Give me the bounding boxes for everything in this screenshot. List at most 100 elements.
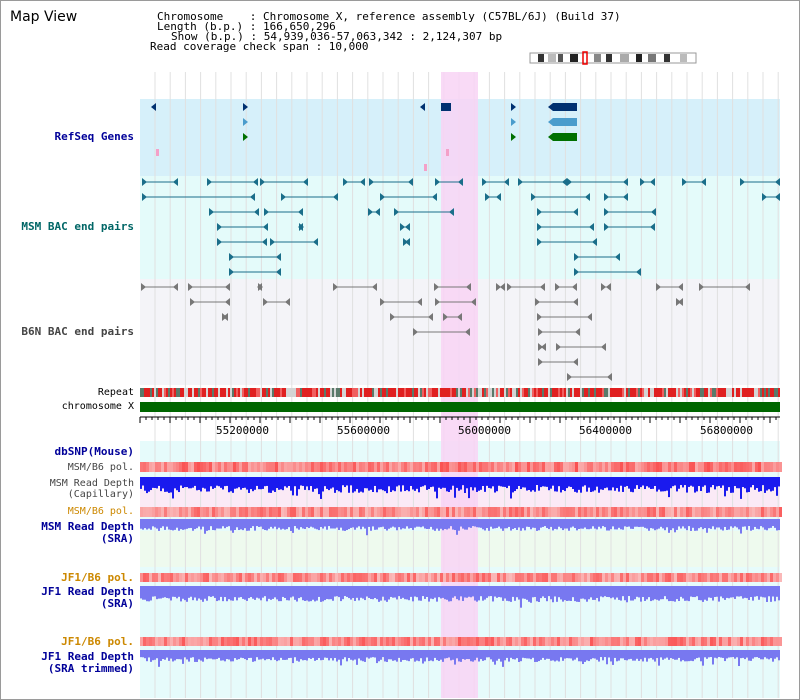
msm-bac-pair-end: [262, 238, 267, 246]
polymorphism-cell: [434, 507, 437, 517]
polymorphism-cell: [581, 637, 584, 646]
polymorphism-cell: [758, 573, 761, 582]
jf1-pol-label[interactable]: JF1/B6 pol.: [61, 571, 134, 584]
polymorphism-cell: [680, 573, 683, 582]
read-depth-bar: [170, 586, 172, 601]
jf1-depth-sra-label[interactable]: JF1 Read Depth (SRA): [41, 585, 134, 610]
polymorphism-cell: [158, 573, 161, 582]
polymorphism-cell: [173, 573, 176, 582]
read-depth-bar: [272, 519, 274, 529]
jf1-pol-trimmed-label[interactable]: JF1/B6 pol.: [61, 635, 134, 648]
read-depth-bar: [762, 477, 764, 486]
read-depth-bar: [430, 586, 432, 599]
read-depth-bar: [338, 519, 340, 531]
read-depth-bar: [164, 586, 166, 598]
polymorphism-cell: [251, 637, 254, 646]
read-depth-bar: [536, 477, 538, 486]
read-depth-bar: [412, 519, 414, 530]
read-depth-bar: [158, 650, 160, 667]
read-depth-bar: [624, 519, 626, 527]
polymorphism-cell: [707, 637, 710, 646]
read-depth-bar: [184, 477, 186, 488]
polymorphism-cell: [626, 462, 629, 472]
msm-depth-sra-label[interactable]: MSM Read Depth (SRA): [41, 520, 134, 545]
polymorphism-cell: [422, 573, 425, 582]
dbsnp-label[interactable]: dbSNP(Mouse): [54, 445, 134, 458]
repeat-segment: [298, 388, 300, 397]
repeat-segment: [392, 388, 394, 397]
msm-pol-sra-label[interactable]: MSM/B6 pol.: [67, 506, 134, 517]
refseq-genes-label[interactable]: RefSeq Genes: [54, 130, 134, 143]
polymorphism-cell: [653, 637, 656, 646]
polymorphism-cell: [200, 462, 203, 472]
jf1-depth-trimmed-label[interactable]: JF1 Read Depth (SRA trimmed): [41, 650, 134, 675]
read-depth-bar: [510, 586, 512, 602]
repeat-segment: [296, 388, 298, 397]
msm-pol-label[interactable]: MSM/B6 pol.: [67, 462, 134, 473]
read-depth-bar: [554, 586, 556, 597]
polymorphism-cell: [653, 507, 656, 517]
msm-bac-pair-end: [375, 208, 380, 216]
polymorphism-cell: [704, 573, 707, 582]
polymorphism-cell: [713, 462, 716, 472]
read-depth-bar: [602, 650, 604, 661]
read-depth-bar: [556, 650, 558, 661]
repeat-segment: [532, 388, 534, 397]
read-depth-bar: [436, 477, 438, 499]
read-depth-bar: [344, 650, 346, 658]
read-depth-bar: [708, 477, 710, 493]
polymorphism-cell: [290, 637, 293, 646]
read-depth-bar: [448, 477, 450, 492]
read-depth-bar: [718, 586, 720, 602]
b6n-bac-label[interactable]: B6N BAC end pairs: [21, 325, 134, 338]
polymorphism-cell: [323, 637, 326, 646]
ideogram: [529, 52, 697, 64]
polymorphism-cell: [209, 637, 212, 646]
polymorphism-cell: [686, 507, 689, 517]
read-depth-bar: [278, 519, 280, 528]
read-depth-bar: [146, 477, 148, 494]
msm-bac-pair-end: [537, 208, 542, 216]
polymorphism-cell: [251, 462, 254, 472]
read-depth-bar: [590, 477, 592, 493]
polymorphism-cell: [350, 507, 353, 517]
read-depth-bar: [388, 650, 390, 660]
msm-bac-pair-end: [485, 193, 490, 201]
read-depth-bar: [280, 477, 282, 490]
msm-bac-pair-end: [405, 223, 410, 231]
polymorphism-cell: [410, 573, 413, 582]
read-depth-bar: [164, 519, 166, 530]
repeat-segment: [204, 388, 206, 397]
read-depth-bar: [284, 586, 286, 599]
repeat-segment: [222, 388, 224, 397]
repeat-segment: [282, 388, 284, 397]
read-depth-bar: [226, 650, 228, 660]
read-depth-bar: [540, 650, 542, 660]
read-depth-bar: [694, 586, 696, 598]
read-depth-bar: [752, 519, 754, 530]
read-depth-bar: [158, 586, 160, 599]
read-depth-bar: [628, 519, 630, 527]
msm-depth-capillary-label[interactable]: MSM Read Depth (Capillary): [49, 478, 134, 500]
read-depth-bar: [394, 477, 396, 492]
polymorphism-cell: [311, 637, 314, 646]
polymorphism-cell: [392, 637, 395, 646]
read-depth-bar: [474, 586, 476, 601]
msm-bac-label[interactable]: MSM BAC end pairs: [21, 220, 134, 233]
polymorphism-cell: [224, 462, 227, 472]
polymorphism-cell: [281, 507, 284, 517]
repeat-segment: [312, 388, 314, 397]
polymorphism-cell: [215, 507, 218, 517]
polymorphism-cell: [599, 507, 602, 517]
read-depth-bar: [594, 519, 596, 529]
polymorphism-cell: [383, 637, 386, 646]
read-depth-bar: [700, 477, 702, 492]
read-depth-bar: [674, 477, 676, 486]
read-depth-bar: [770, 477, 772, 492]
b6n-bac-pair-end: [567, 373, 572, 381]
polymorphism-cell: [317, 573, 320, 582]
repeat-segment: [238, 388, 240, 397]
polymorphism-cell: [710, 507, 713, 517]
read-depth-bar: [316, 650, 318, 661]
